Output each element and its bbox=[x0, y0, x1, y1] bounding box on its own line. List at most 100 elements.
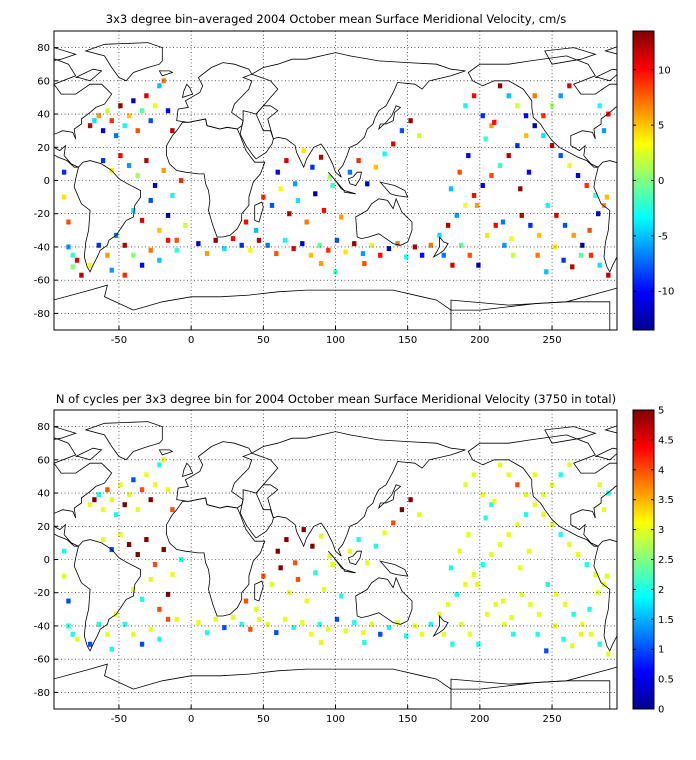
x-tick-label: 50 bbox=[257, 335, 270, 346]
heatmap-cell bbox=[408, 497, 413, 503]
heatmap-cell bbox=[317, 242, 322, 248]
heatmap-cell bbox=[601, 128, 607, 134]
heatmap-cell bbox=[301, 527, 306, 533]
heatmap-cell bbox=[122, 621, 127, 627]
colorbar-velocity-bar bbox=[632, 30, 655, 331]
heatmap-cell bbox=[100, 507, 106, 513]
heatmap-cell bbox=[113, 133, 119, 139]
coastline bbox=[343, 568, 356, 574]
heatmap-cell bbox=[369, 242, 374, 248]
heatmap-cell bbox=[347, 169, 353, 175]
heatmap-cell bbox=[148, 118, 153, 124]
heatmap-cell bbox=[549, 522, 555, 528]
colorbar-tick-label: 2 bbox=[658, 585, 664, 596]
heatmap-cell bbox=[483, 136, 488, 142]
heatmap-cell bbox=[152, 103, 158, 109]
heatmap-cell bbox=[458, 621, 464, 627]
heatmap-cell bbox=[515, 103, 520, 109]
heatmap-cell bbox=[596, 590, 601, 596]
heatmap-cell bbox=[497, 542, 503, 548]
heatmap-cell bbox=[502, 242, 507, 248]
heatmap-cell bbox=[448, 565, 454, 571]
colorbar-tick-label: 3 bbox=[658, 525, 664, 536]
heatmap-cell bbox=[523, 113, 529, 119]
heatmap-cell bbox=[360, 251, 366, 257]
heatmap-cell bbox=[445, 222, 451, 228]
heatmap-cell bbox=[96, 621, 101, 627]
heatmap-cell bbox=[243, 598, 249, 604]
x-tick-label: 0 bbox=[188, 714, 194, 725]
heatmap-cell bbox=[253, 227, 259, 233]
heatmap-cell bbox=[109, 118, 114, 124]
heatmap-cell bbox=[549, 103, 555, 109]
colorbar-tick-label: 0.5 bbox=[658, 675, 674, 686]
heatmap-cell bbox=[333, 269, 338, 275]
y-tick-label: -20 bbox=[34, 209, 50, 220]
heatmap-cell bbox=[144, 158, 149, 164]
heatmap-cell bbox=[561, 636, 566, 642]
colorbar-cycles-bar bbox=[632, 409, 655, 710]
heatmap-cell bbox=[596, 211, 601, 217]
heatmap-cell bbox=[330, 561, 335, 567]
x-tick-label: 0 bbox=[188, 335, 194, 346]
heatmap-cell bbox=[339, 214, 344, 220]
heatmap-cell bbox=[593, 192, 598, 198]
heatmap-cell bbox=[284, 158, 289, 164]
heatmap-cell bbox=[526, 548, 532, 554]
heatmap-cell bbox=[567, 462, 572, 468]
x-tick-label: 250 bbox=[542, 335, 561, 346]
heatmap-cell bbox=[601, 202, 607, 208]
heatmap-cell bbox=[510, 252, 516, 258]
heatmap-cell bbox=[165, 616, 171, 622]
heatmap-cell bbox=[352, 620, 357, 626]
heatmap-cell bbox=[476, 641, 481, 647]
heatmap-cell bbox=[222, 246, 227, 252]
heatmap-cell bbox=[174, 237, 179, 243]
coastline bbox=[348, 171, 363, 186]
heatmap-cell bbox=[476, 262, 481, 268]
coastline bbox=[595, 68, 617, 82]
colorbar-tick-label: 4.5 bbox=[658, 435, 674, 446]
heatmap-cell bbox=[606, 272, 611, 278]
heatmap-cell bbox=[500, 598, 506, 604]
y-tick-label: 40 bbox=[37, 110, 50, 121]
panel-cycles-grid bbox=[54, 410, 617, 709]
heatmap-cell bbox=[544, 648, 549, 654]
heatmap-cell bbox=[170, 192, 175, 198]
heatmap-cell bbox=[139, 108, 145, 114]
heatmap-cell bbox=[448, 186, 454, 192]
heatmap-cell bbox=[196, 620, 201, 626]
colorbar-tick-label: -5 bbox=[658, 231, 668, 242]
heatmap-cell bbox=[580, 242, 585, 248]
coastline bbox=[73, 160, 141, 273]
coastline bbox=[54, 437, 113, 547]
heatmap-cell bbox=[518, 565, 523, 571]
heatmap-cell bbox=[463, 482, 468, 488]
heatmap-cell bbox=[536, 611, 542, 617]
heatmap-cell bbox=[578, 252, 584, 258]
heatmap-cell bbox=[391, 520, 396, 526]
heatmap-cell bbox=[391, 141, 396, 147]
heatmap-cell bbox=[174, 616, 179, 622]
heatmap-cell bbox=[588, 252, 594, 258]
heatmap-cell bbox=[554, 591, 559, 597]
colorbar-tick-label: 2.5 bbox=[658, 555, 674, 566]
coastline bbox=[432, 614, 449, 637]
heatmap-cell bbox=[87, 262, 93, 268]
heatmap-cell bbox=[291, 625, 296, 631]
coastline bbox=[544, 426, 597, 444]
heatmap-cell bbox=[567, 163, 572, 169]
heatmap-cell bbox=[321, 207, 327, 213]
heatmap-cell bbox=[126, 163, 132, 169]
heatmap-cell bbox=[131, 586, 136, 592]
heatmap-cell bbox=[606, 651, 611, 657]
heatmap-cell bbox=[139, 596, 145, 602]
heatmap-cell bbox=[109, 497, 114, 503]
heatmap-cell bbox=[597, 262, 602, 268]
heatmap-cell bbox=[356, 158, 361, 164]
heatmap-cell bbox=[541, 113, 546, 119]
heatmap-cell bbox=[474, 202, 480, 208]
heatmap-cell bbox=[265, 242, 270, 248]
heatmap-cell bbox=[584, 561, 589, 567]
coastline bbox=[166, 497, 266, 617]
